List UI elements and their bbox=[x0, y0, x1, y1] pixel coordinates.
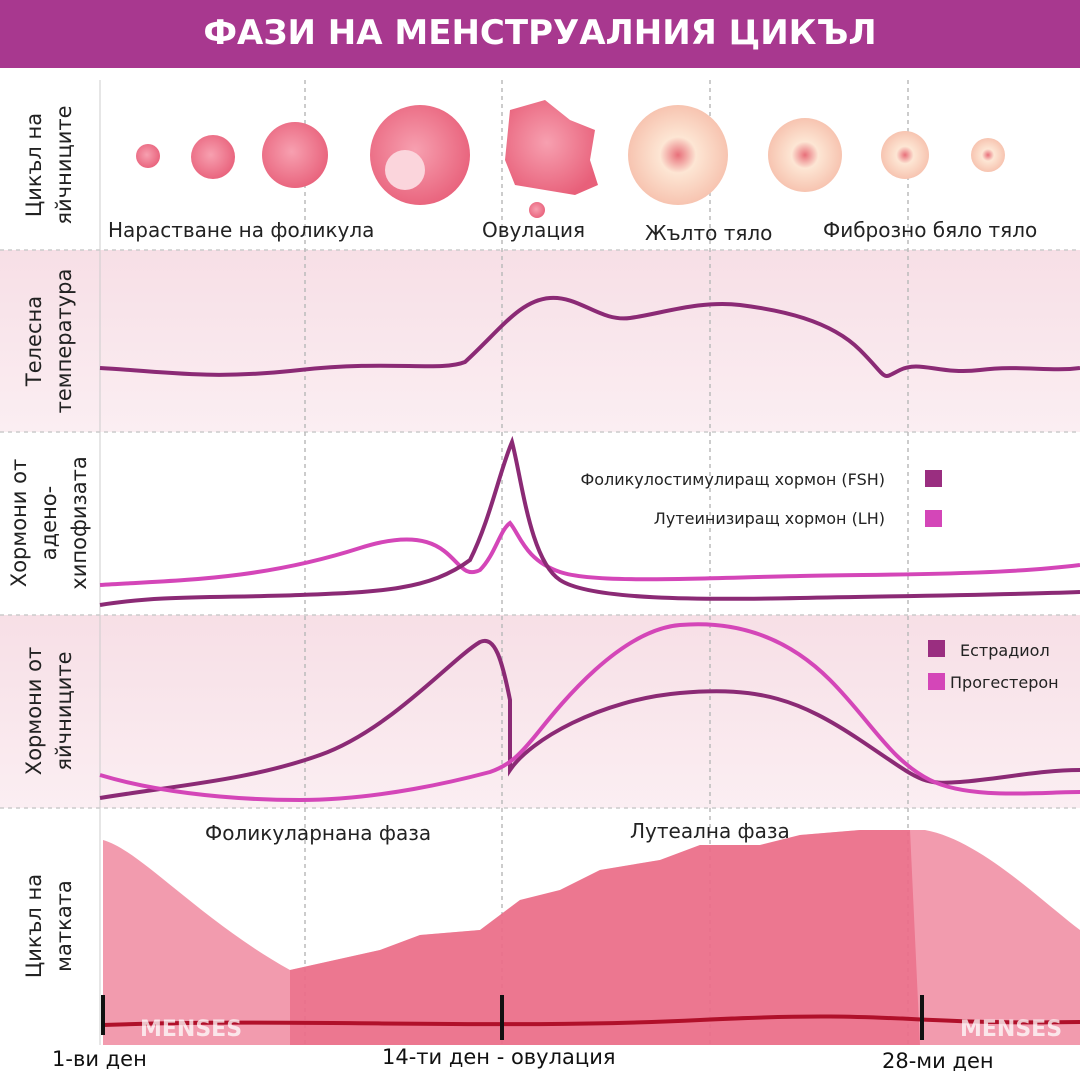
fsh-curve bbox=[99, 435, 1080, 607]
title: ФАЗИ НА МЕНСТРУАЛНИЯ ЦИКЪЛ bbox=[203, 13, 876, 53]
row-label: Цикъл на bbox=[22, 113, 46, 217]
legend-swatch bbox=[925, 470, 942, 487]
day-label: 1-ви ден bbox=[52, 1047, 147, 1071]
legend-swatch bbox=[928, 673, 945, 690]
day-label: 28-ми ден bbox=[882, 1049, 994, 1073]
row-label: матката bbox=[52, 880, 76, 972]
stage-label: Жълто тяло bbox=[645, 221, 772, 245]
progesterone-curve bbox=[99, 622, 1080, 803]
temperature-curve bbox=[99, 295, 1080, 378]
row-label: яйчниците bbox=[52, 105, 76, 224]
menses-label: MENSES bbox=[960, 1017, 1062, 1042]
legend-label: Прогестерон bbox=[950, 673, 1059, 692]
day-label: 14-ти ден - овулация bbox=[382, 1045, 615, 1069]
uterus-illustration bbox=[101, 830, 1080, 1045]
phase-label: Лутеална фаза bbox=[630, 819, 790, 843]
legend-label: Фоликулостимулиращ хормон (FSH) bbox=[580, 470, 885, 489]
row-label: Телесна bbox=[22, 296, 46, 387]
row-label: хипофизата bbox=[67, 456, 91, 589]
ovary-illustrations bbox=[136, 100, 1005, 218]
row-label: адено- bbox=[37, 486, 61, 560]
legend-label: Естрадиол bbox=[960, 641, 1050, 660]
row-label: Хормони от bbox=[7, 459, 31, 587]
phase-label: Фоликуларнана фаза bbox=[205, 821, 431, 845]
stage-label: Овулация bbox=[482, 218, 585, 242]
row-label: температура bbox=[52, 269, 76, 414]
row-bg bbox=[0, 615, 1080, 808]
row-separators bbox=[0, 249, 1080, 809]
legend-swatch bbox=[928, 640, 945, 657]
lh-curve bbox=[99, 520, 1080, 587]
menses-label: MENSES bbox=[140, 1017, 242, 1042]
legend-label: Лутеинизиращ хормон (LH) bbox=[654, 509, 885, 528]
stage-label: Нарастване на фоликула bbox=[108, 218, 374, 242]
row-bg bbox=[0, 250, 1080, 432]
title-bar bbox=[0, 0, 1080, 68]
row-label: Хормони от bbox=[22, 647, 46, 775]
row-label: Цикъл на bbox=[22, 874, 46, 978]
stage-label: Фиброзно бяло тяло bbox=[823, 218, 1037, 242]
row-label: яйчниците bbox=[52, 651, 76, 770]
legend-swatch bbox=[925, 510, 942, 527]
